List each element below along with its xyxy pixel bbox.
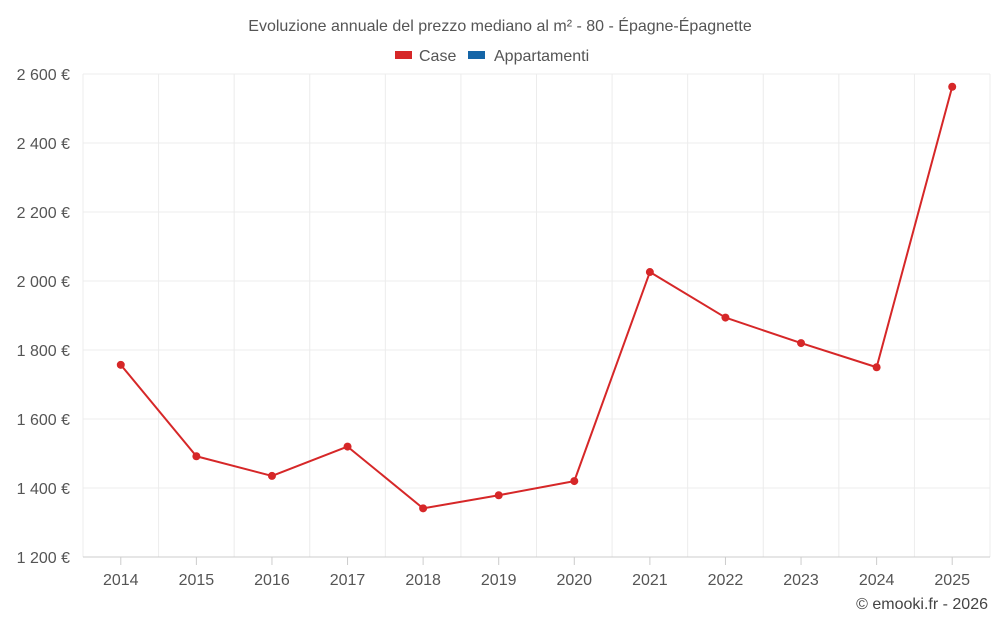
y-tick-label: 1 600 €	[17, 412, 70, 429]
x-tick-label: 2018	[405, 572, 441, 589]
legend-swatch-appartamenti	[468, 51, 485, 59]
data-point-case-2018[interactable]	[419, 504, 428, 513]
data-point-case-2020[interactable]	[570, 477, 579, 486]
legend-label-appartamenti: Appartamenti	[494, 48, 589, 65]
chart-title: Evoluzione annuale del prezzo mediano al…	[248, 16, 752, 35]
legend-label-case: Case	[419, 48, 456, 65]
data-point-case-2023[interactable]	[797, 339, 806, 348]
axes: 1 200 € 1 400 € 1 600 € 1 800 € 2 000 € 2 200…	[17, 67, 990, 589]
x-tick-label: 2016	[254, 572, 290, 589]
y-tick-label: 2 400 €	[17, 136, 70, 153]
credit-text: © emooki.fr - 2026	[856, 596, 988, 613]
grid	[82, 73, 991, 557]
series-line-case	[120, 86, 954, 510]
legend: Case Appartamenti	[395, 48, 589, 65]
series-case	[116, 82, 957, 513]
x-tick-label: 2022	[708, 572, 744, 589]
y-tick-label: 1 400 €	[17, 481, 70, 498]
x-tick-label: 2021	[632, 572, 668, 589]
data-point-case-2025[interactable]	[948, 82, 957, 91]
x-tick-label: 2024	[859, 572, 895, 589]
x-tick-label: 2019	[481, 572, 517, 589]
x-tick-label: 2017	[330, 572, 366, 589]
x-tick-label: 2023	[783, 572, 819, 589]
legend-item-appartamenti[interactable]: Appartamenti	[468, 48, 589, 65]
x-tick-label: 2015	[179, 572, 215, 589]
y-tick-label: 1 800 €	[17, 343, 70, 360]
data-point-case-2014[interactable]	[116, 360, 125, 369]
data-point-case-2024[interactable]	[872, 363, 881, 372]
y-tick-label: 1 200 €	[17, 550, 70, 567]
y-tick-label: 2 600 €	[17, 67, 70, 84]
data-point-case-2021[interactable]	[645, 268, 654, 277]
y-tick-label: 2 200 €	[17, 205, 70, 222]
data-point-case-2016[interactable]	[267, 471, 276, 480]
data-point-case-2015[interactable]	[192, 452, 201, 461]
data-point-case-2022[interactable]	[721, 313, 730, 322]
legend-item-case[interactable]: Case	[395, 48, 456, 65]
data-point-case-2017[interactable]	[343, 442, 352, 451]
data-point-case-2019[interactable]	[494, 491, 503, 500]
legend-swatch-case	[395, 51, 412, 59]
x-tick-label: 2020	[556, 572, 592, 589]
y-tick-label: 2 000 €	[17, 274, 70, 291]
x-tick-label: 2014	[103, 572, 139, 589]
x-tick-label: 2025	[934, 572, 970, 589]
